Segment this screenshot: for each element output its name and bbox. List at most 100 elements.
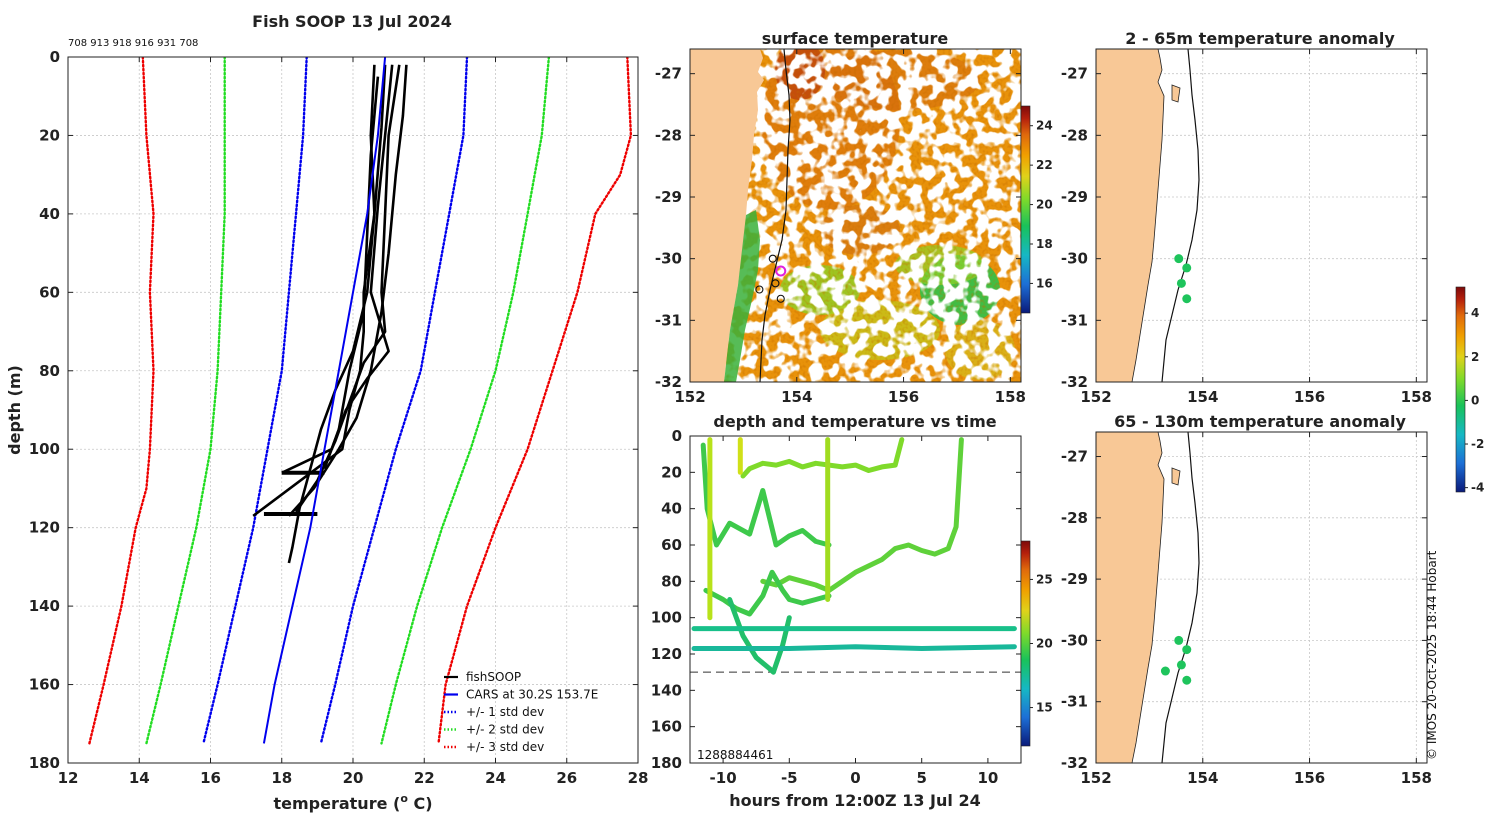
x-tick-label: 14 [129,769,150,787]
depth-time-y-ticks: 0 20 40 60 80 100 120 140 160 180 [651,427,1021,772]
y-tick-label: 100 [29,440,60,458]
y-tick-label: 20 [39,126,60,144]
sst-landmass [690,49,764,382]
y-tick-label: -30 [1061,250,1088,268]
x-tick-label: 24 [485,769,506,787]
depth-time-track [727,597,792,675]
profile-y-ticks: 0 20 40 60 80 100 120 140 160 180 [29,48,638,772]
legend-label: CARS at 30.2S 153.7E [466,688,598,702]
depth-time-panel: depth and temperature vs time -10 -5 0 5 10 … [651,412,1053,810]
x-tick-label: -10 [710,769,737,787]
colorbar-tick-label: 22 [1036,158,1053,172]
x-tick-label: -5 [781,769,798,787]
anomaly-point [1182,294,1192,304]
depth-time-axes-frame [689,435,1022,764]
y-tick-label: 140 [651,681,682,699]
std-dev-line [202,57,308,745]
profile-x-ticks: 12 14 16 18 20 22 24 26 28 [58,57,649,787]
anomaly-deep-headland [1171,467,1181,486]
colorbar-tick-label: -4 [1471,481,1484,495]
station-marker [771,279,780,288]
y-tick-label: -29 [1061,188,1088,206]
x-tick-label: 5 [916,769,926,787]
anomaly-point [1176,278,1186,288]
colorbar-tick-label: 2 [1471,350,1479,364]
x-tick-label: 20 [343,769,364,787]
x-tick-label: 22 [414,769,435,787]
colorbar-tick-label: 4 [1471,306,1479,320]
x-tick-label: 156 [888,388,919,406]
depth-time-x-ticks: -10 -5 0 5 10 [710,436,998,787]
fishsoop-cast-line [281,64,394,474]
profile-xlabel: temperature (o C) [273,792,432,813]
anomaly-deep-points [1160,635,1192,685]
depth-time-track [700,442,832,548]
anomaly-point [1182,263,1192,273]
copyright-text: © IMOS 20-Oct-2025 18:44 Hobart [1425,550,1439,760]
anomaly-deep-panel: 65 - 130m temperature anomaly 152 154 156 1… [1061,286,1484,787]
sst-y-ticks: -27 -28 -29 -30 -31 -32 [655,65,1021,391]
y-tick-label: -29 [655,188,682,206]
colorbar-tick-label: 18 [1036,237,1053,251]
colorbar-tick-label: 20 [1036,198,1053,212]
y-tick-label: 160 [29,676,60,694]
anomaly-point [1174,254,1184,264]
station-marker [776,294,785,303]
y-tick-label: -32 [1061,373,1088,391]
colorbar-tick-label: 24 [1036,119,1053,133]
profile-legend: fishSOOP CARS at 30.2S 153.7E +/- 1 std de… [444,670,598,754]
depth-time-title: depth and temperature vs time [713,412,996,431]
anomaly-point [1182,645,1192,655]
x-tick-label: 16 [200,769,221,787]
profile-ylabel: depth (m) [5,365,24,455]
legend-label: +/- 3 std dev [466,740,544,754]
x-tick-label: 10 [977,769,998,787]
fishsoop-cast-line [287,64,408,517]
y-tick-label: -28 [1061,509,1088,527]
x-tick-label: 152 [1080,769,1111,787]
anomaly-shallow-title: 2 - 65m temperature anomaly [1125,29,1395,48]
std-dev-line [145,57,226,745]
y-tick-label: -32 [1061,754,1088,772]
y-tick-label: 0 [50,48,60,66]
anomaly-deep-y-ticks: -27 -28 -29 -30 -31 -32 [1061,448,1427,772]
colorbar-tick-label: 15 [1036,701,1053,715]
y-tick-label: 140 [29,597,60,615]
colorbar-tick-label: 20 [1036,637,1053,651]
y-tick-label: 180 [651,754,682,772]
legend-label: +/- 2 std dev [466,723,544,737]
depth-time-track [740,437,905,479]
std-dev-line [319,57,469,745]
x-tick-label: 18 [271,769,292,787]
sst-shelf-contour [759,49,791,382]
x-tick-label: 28 [628,769,649,787]
profile-fishsoop-casts [252,64,408,564]
x-tick-label: 0 [850,769,860,787]
x-tick-label: 158 [1401,388,1432,406]
anomaly-colorbar [1455,286,1466,493]
anomaly-shallow-shelf-contour [1161,49,1200,382]
y-tick-label: 180 [29,754,60,772]
depth-time-colorbar [1020,540,1031,747]
y-tick-label: -27 [1061,448,1088,466]
x-tick-label: 12 [58,769,79,787]
y-tick-label: -27 [1061,65,1088,83]
depth-time-track [703,569,832,617]
y-tick-label: -28 [1061,126,1088,144]
x-tick-label: 154 [781,388,812,406]
y-tick-label: 100 [651,609,682,627]
station-marker [775,265,787,277]
std-dev-line [437,57,633,745]
profile-grid [67,56,639,764]
std-dev-line [88,57,155,745]
anomaly-deep-x-ticks: 152 154 156 158 [1080,432,1432,787]
anomaly-colorbar-ticks: 4 2 0 -2 -4 [1465,306,1484,495]
x-tick-label: 156 [1294,769,1325,787]
y-tick-label: -31 [1061,693,1088,711]
anomaly-shallow-panel: 2 - 65m temperature anomaly 152 154 156 158… [1061,29,1432,406]
y-tick-label: 20 [661,463,682,481]
anomaly-shallow-points [1174,254,1192,304]
y-tick-label: 120 [651,645,682,663]
depth-time-track [691,644,1017,651]
